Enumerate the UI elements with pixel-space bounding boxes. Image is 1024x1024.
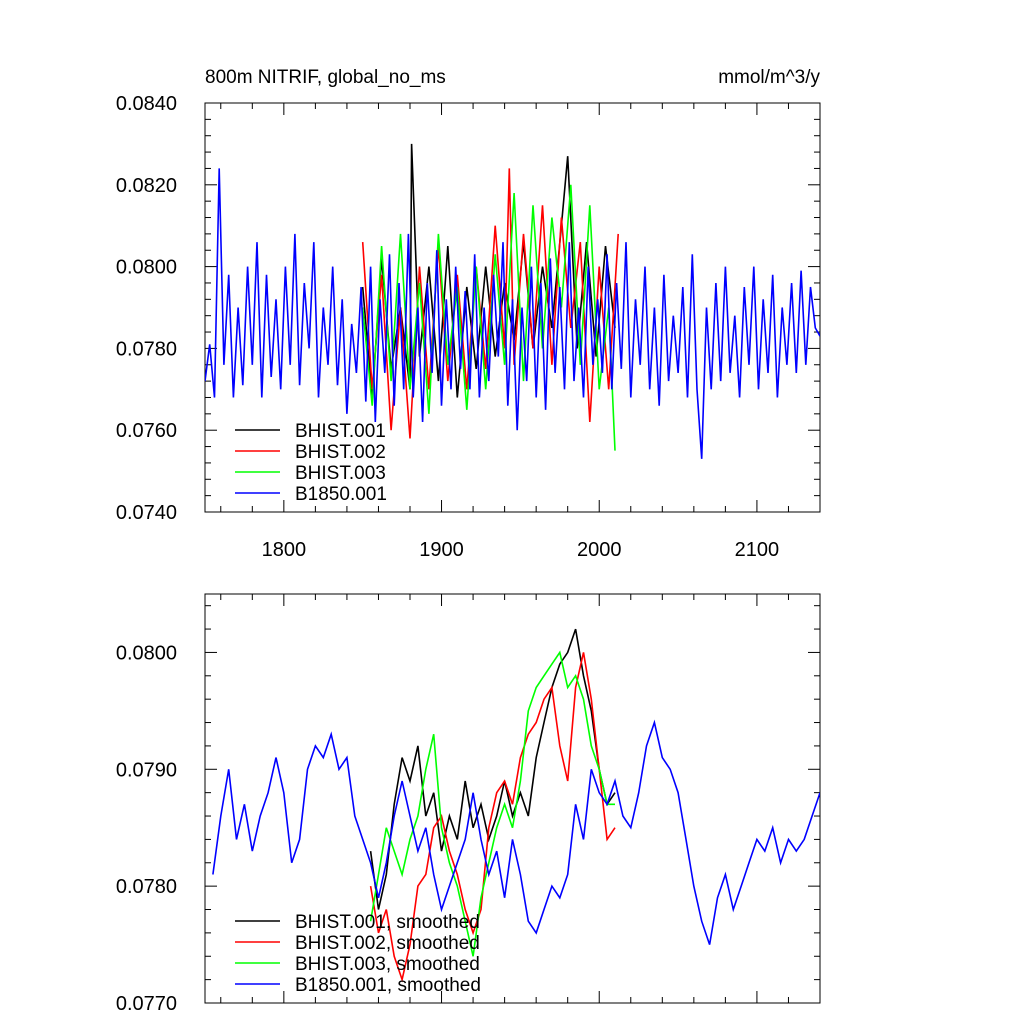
x-tick-label: 1800 [262,539,307,561]
y-tick-label: 0.0760 [116,420,177,442]
legend-label: BHIST.001, smoothed [295,912,480,933]
y-tick-label: 0.0820 [116,175,177,197]
chart-title: 800m NITRIF, global_no_ms [205,67,446,88]
legend-label: BHIST.003, smoothed [295,954,480,975]
series-line-3 [205,168,820,459]
plot-frame [204,593,821,1004]
legend-label: BHIST.002 [295,442,386,463]
series-line-0 [369,628,616,910]
series-line-0 [361,143,616,398]
y-tick-label: 0.0780 [116,338,177,360]
series-line-1 [361,168,619,439]
legend-label: BHIST.001 [295,421,386,442]
series-line-1 [369,652,616,983]
y-tick-label: 0.0780 [116,876,177,898]
bottom-panel: 0.0770 0.0780 0.0790 0.0800 BHIST.001, smoot… [116,593,821,1015]
legend-label: BHIST.002, smoothed [295,933,480,954]
x-tick-label: 1900 [419,539,464,561]
units-label: mmol/m^3/y [718,67,820,88]
y-tick-label: 0.0800 [116,257,177,279]
series-line-3 [212,719,820,945]
y-tick-label: 0.0800 [116,642,177,664]
top-panel: 800m NITRIF, global_no_ms mmol/m^3/y 0.074… [116,67,821,561]
legend-label: B1850.001 [295,484,387,505]
legend-label: BHIST.003 [295,463,386,484]
series-line-2 [369,650,615,957]
plot-frame [204,102,821,513]
legend-label: B1850.001, smoothed [295,975,481,996]
x-tick-label: 2000 [577,539,622,561]
x-tick-label: 2100 [735,539,780,561]
y-tick-label: 0.0790 [116,759,177,781]
y-tick-label: 0.0840 [116,93,177,115]
y-tick-label: 0.0770 [116,993,177,1015]
y-tick-label: 0.0740 [116,502,177,524]
